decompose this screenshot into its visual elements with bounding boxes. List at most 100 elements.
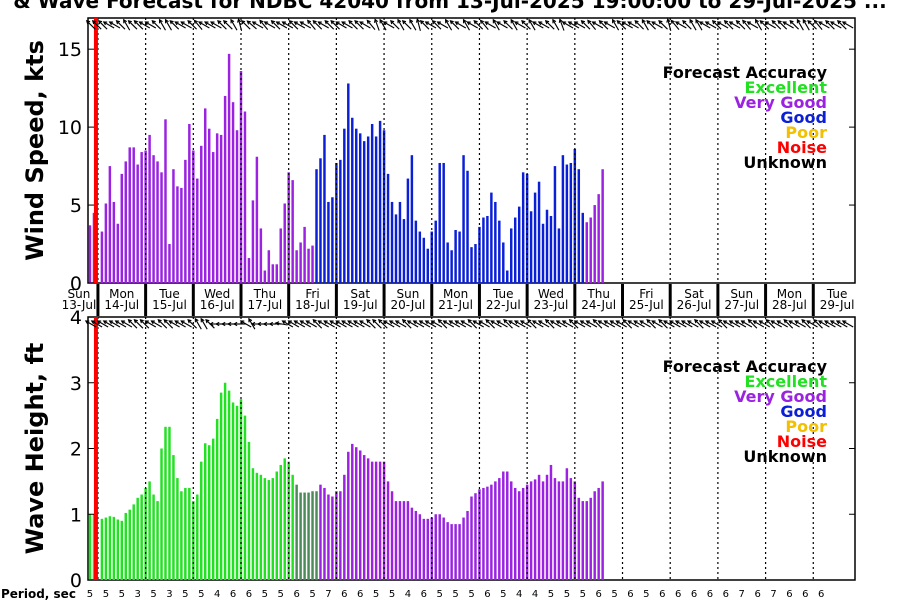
wave-bar-13 xyxy=(140,494,143,580)
wave-direction-arrow-72 xyxy=(514,320,526,328)
wind-bar-15 xyxy=(148,134,151,283)
wind-bar-39 xyxy=(243,111,247,283)
wind-bar-64 xyxy=(343,128,346,283)
wind-direction-arrow-26 xyxy=(240,20,251,30)
wave-bar-10 xyxy=(128,509,131,580)
wave-direction-arrow-46 xyxy=(359,320,371,328)
wind-bar-53 xyxy=(299,242,302,283)
wave-bar-69 xyxy=(362,455,366,580)
wave-direction-arrow-76 xyxy=(537,320,550,328)
wind-ylabel: Wind Speed, kts xyxy=(21,40,49,261)
period-value-29: 5 xyxy=(548,589,554,600)
day-name-12: Fri xyxy=(639,287,653,301)
wind-direction-arrow-97 xyxy=(666,18,672,31)
wind-direction-arrow-99 xyxy=(674,21,687,29)
period-value-6: 5 xyxy=(182,589,188,600)
wind-direction-arrow-82 xyxy=(573,21,586,29)
wind-bar-116 xyxy=(549,215,553,283)
day-date-7: 20-Jul xyxy=(391,298,426,312)
wave-direction-arrow-85 xyxy=(592,319,603,329)
wave-direction-arrow-108 xyxy=(728,320,741,328)
wind-bar-26 xyxy=(192,150,195,283)
wave-bar-97 xyxy=(474,493,477,580)
wave-bar-100 xyxy=(486,486,489,580)
wind-direction-arrow-96 xyxy=(658,20,668,30)
wind-ytick-label-1: 5 xyxy=(70,195,82,217)
wind-bar-126 xyxy=(589,217,592,283)
wave-bar-42 xyxy=(255,472,259,580)
wave-bar-61 xyxy=(331,496,334,580)
wave-bar-37 xyxy=(235,405,239,580)
wind-direction-arrow-22 xyxy=(217,20,227,30)
wind-direction-arrow-80 xyxy=(561,21,574,29)
wave-direction-arrow-37 xyxy=(305,320,317,328)
wave-legend-entry-2: Good xyxy=(780,402,827,421)
wave-bar-87 xyxy=(434,514,437,580)
day-name-9: Tue xyxy=(492,287,514,301)
wave-bar-112 xyxy=(533,479,537,580)
wind-direction-arrow-125 xyxy=(829,21,842,29)
wave-direction-arrow-84 xyxy=(585,320,598,328)
wind-direction-arrow-120 xyxy=(802,18,810,31)
wind-direction-arrow-85 xyxy=(591,21,604,29)
wave-bar-80 xyxy=(406,501,410,580)
wave-bar-96 xyxy=(470,496,473,580)
wave-bar-54 xyxy=(303,492,306,580)
wave-direction-arrow-49 xyxy=(377,319,388,329)
wind-direction-arrow-111 xyxy=(746,21,759,29)
wind-bar-58 xyxy=(319,158,322,283)
wave-bar-11 xyxy=(132,504,135,580)
wave-direction-arrow-17 xyxy=(187,319,197,329)
wind-bar-74 xyxy=(382,130,386,283)
wave-ytick-label-4: 4 xyxy=(70,307,82,329)
wind-bar-127 xyxy=(593,205,596,283)
wind-bar-91 xyxy=(450,250,453,283)
wave-direction-arrow-6 xyxy=(120,320,133,328)
wind-direction-arrow-69 xyxy=(496,21,508,29)
wind-bar-22 xyxy=(176,186,179,283)
wind-bar-114 xyxy=(541,223,545,283)
wave-bar-126 xyxy=(589,497,592,580)
wind-bar-5 xyxy=(108,166,112,283)
period-value-43: 7 xyxy=(770,589,776,600)
day-name-15: Mon xyxy=(777,287,802,301)
wave-direction-arrow-91 xyxy=(627,320,639,328)
wind-bar-66 xyxy=(351,117,354,283)
wave-direction-arrow-98 xyxy=(669,320,681,328)
wind-direction-arrow-119 xyxy=(796,18,804,31)
wave-bar-67 xyxy=(355,447,358,580)
wave-direction-arrow-52 xyxy=(394,320,407,328)
wave-direction-arrow-89 xyxy=(615,320,627,328)
day-name-16: Tue xyxy=(826,287,848,301)
day-date-10: 23-Jul xyxy=(534,298,569,312)
wind-bar-61 xyxy=(331,197,334,283)
wave-bar-56 xyxy=(311,491,314,580)
wave-bar-127 xyxy=(593,491,596,580)
wave-direction-arrow-9 xyxy=(139,319,150,329)
wind-direction-arrow-12 xyxy=(158,18,166,31)
day-date-0: 13-Jul xyxy=(62,298,97,312)
wave-bar-0 xyxy=(88,514,92,580)
wave-bar-22 xyxy=(176,478,179,580)
day-name-14: Sun xyxy=(730,287,753,301)
wave-bar-68 xyxy=(358,450,362,580)
day-date-12: 25-Jul xyxy=(629,298,664,312)
wave-bar-81 xyxy=(410,507,414,580)
wind-direction-arrow-60 xyxy=(445,18,453,31)
wind-bar-120 xyxy=(565,164,569,283)
wind-bar-119 xyxy=(561,155,565,283)
wind-bar-50 xyxy=(287,172,290,283)
wave-direction-arrow-106 xyxy=(717,319,728,329)
wind-bar-54 xyxy=(303,226,306,283)
wave-bar-72 xyxy=(374,461,378,580)
wave-bar-77 xyxy=(394,501,398,580)
day-name-2: Tue xyxy=(158,287,180,301)
wind-direction-arrow-14 xyxy=(169,20,180,30)
wave-direction-arrow-109 xyxy=(734,320,747,328)
wind-direction-arrow-35 xyxy=(293,21,306,29)
wave-legend-entry-5: Unknown xyxy=(743,447,827,466)
